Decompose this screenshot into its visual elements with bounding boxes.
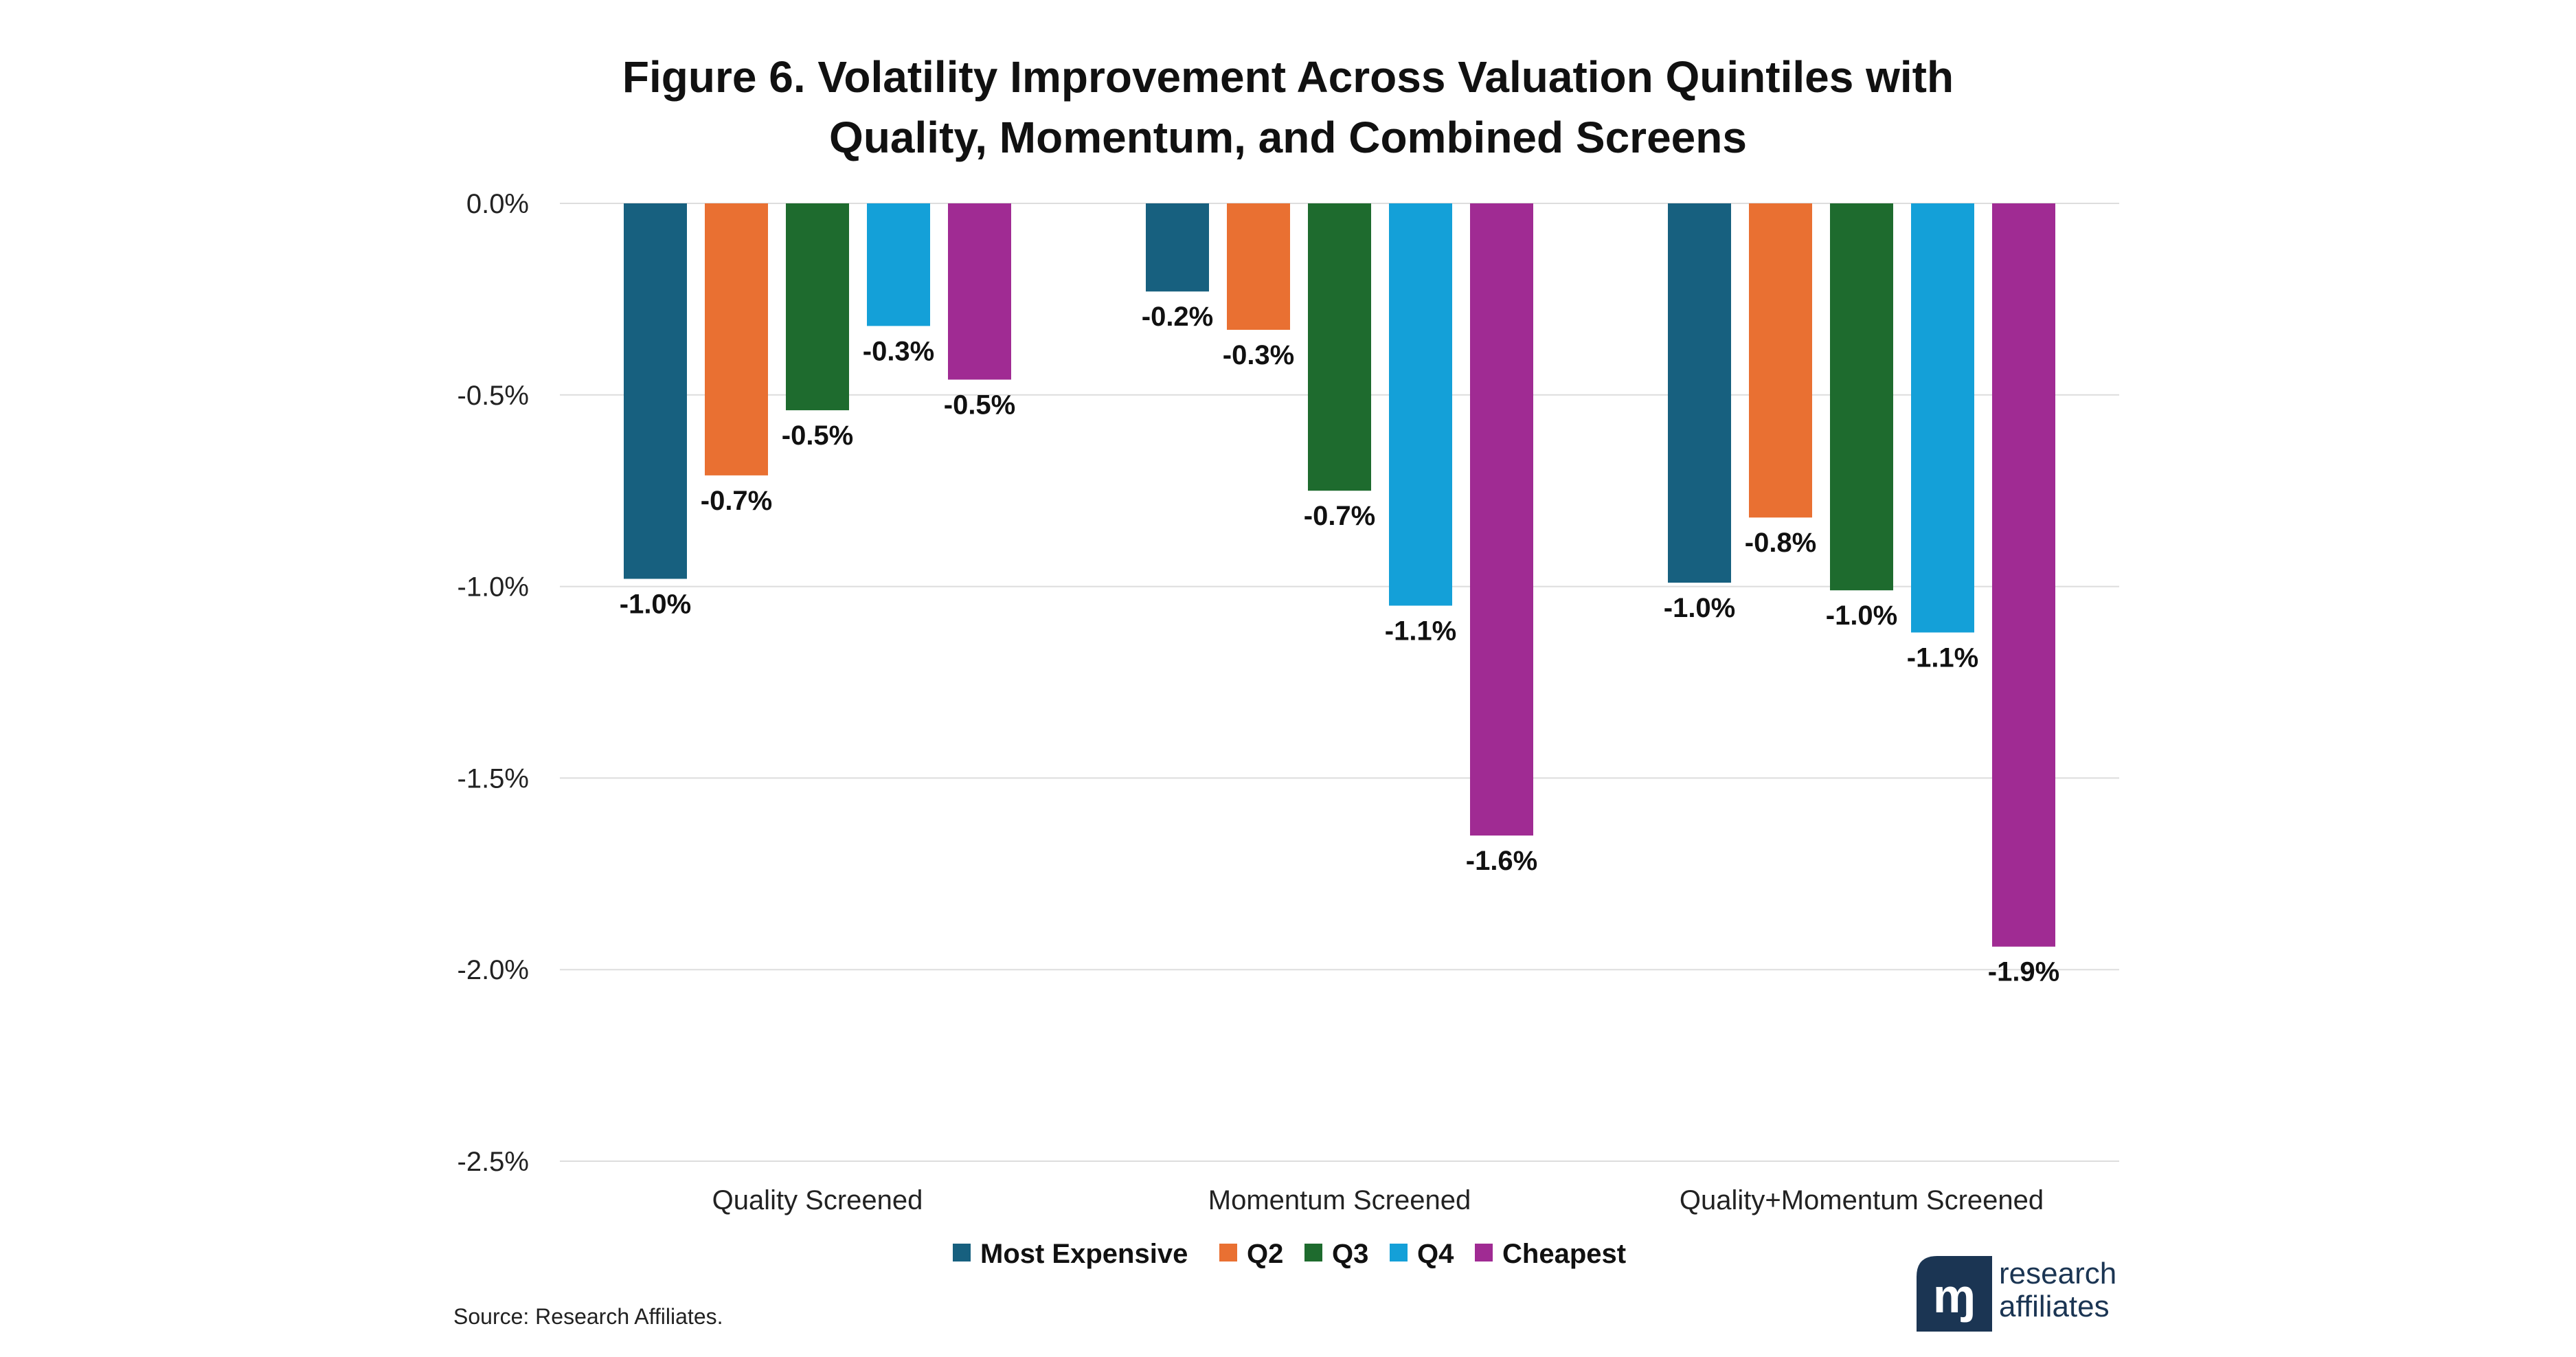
- data-label: -1.0%: [1664, 593, 1736, 623]
- logo-mark-icon: ɱ: [1917, 1256, 1992, 1332]
- bar: [1992, 203, 2055, 947]
- legend-label: Q2: [1247, 1239, 1283, 1269]
- data-label: -1.9%: [1988, 957, 2060, 987]
- bar: [1749, 203, 1812, 518]
- x-axis-ticks: Quality Screened Momentum Screened Quality…: [712, 1185, 2044, 1215]
- data-labels: -1.0% -0.7% -0.5% -0.3% -0.5% -0.2% -0.3% -0.7%…: [620, 302, 2060, 987]
- data-label: -0.3%: [1223, 340, 1295, 370]
- data-label: -0.2%: [1142, 302, 1214, 332]
- y-tick-label: 0.0%: [466, 189, 529, 219]
- chart-title: Figure 6. Volatility Improvement Across …: [0, 47, 2576, 168]
- bar: [867, 203, 930, 326]
- bar: [1227, 203, 1290, 330]
- legend-swatch: [1475, 1244, 1493, 1261]
- bar: [624, 203, 687, 579]
- bar: [1146, 203, 1209, 292]
- legend-swatch: [1390, 1244, 1408, 1261]
- legend-label: Cheapest: [1502, 1239, 1626, 1269]
- bar: [786, 203, 849, 411]
- data-label: -0.7%: [1304, 501, 1376, 531]
- data-label: -1.6%: [1466, 846, 1538, 876]
- legend-swatch: [1304, 1244, 1322, 1261]
- y-tick-label: -2.0%: [457, 955, 530, 985]
- bar: [1830, 203, 1893, 591]
- legend-swatch: [1219, 1244, 1237, 1261]
- logo-text-line-2: affiliates: [1999, 1290, 2110, 1323]
- legend-label: Q4: [1417, 1239, 1454, 1269]
- data-label: -0.5%: [782, 420, 854, 451]
- legend: Most Expensive Q2 Q3 Q4 Cheapest: [953, 1239, 1626, 1269]
- y-axis-ticks: 0.0% -0.5% -1.0% -1.5% -2.0% -2.5%: [457, 189, 530, 1177]
- legend-label: Q3: [1332, 1239, 1368, 1269]
- legend-swatch: [953, 1244, 971, 1261]
- data-label: -1.1%: [1907, 643, 1979, 673]
- bar: [1911, 203, 1974, 633]
- bar: [1389, 203, 1452, 606]
- logo-mark-glyph: ɱ: [1933, 1269, 1976, 1323]
- chart-title-line-1: Figure 6. Volatility Improvement Across …: [622, 52, 1954, 102]
- data-label: -0.3%: [863, 336, 935, 366]
- bar: [1470, 203, 1533, 836]
- data-label: -1.0%: [620, 589, 692, 619]
- y-tick-label: -1.5%: [457, 763, 530, 794]
- bar: [705, 203, 768, 475]
- y-tick-label: -0.5%: [457, 381, 530, 411]
- y-tick-label: -2.5%: [457, 1147, 530, 1177]
- legend-label: Most Expensive: [980, 1239, 1188, 1269]
- data-label: -1.1%: [1385, 616, 1457, 646]
- data-label: -1.0%: [1826, 601, 1898, 631]
- bar: [1308, 203, 1371, 491]
- bars: [624, 203, 2055, 947]
- bar: [948, 203, 1011, 380]
- logo-text-line-1: research: [1999, 1257, 2117, 1290]
- chart-title-line-2: Quality, Momentum, and Combined Screens: [829, 113, 1747, 162]
- data-label: -0.8%: [1745, 528, 1817, 558]
- x-tick-label: Momentum Screened: [1208, 1185, 1471, 1215]
- data-label: -0.7%: [701, 486, 773, 516]
- y-tick-label: -1.0%: [457, 572, 530, 603]
- x-tick-label: Quality Screened: [712, 1185, 923, 1215]
- logo-text: research affiliates: [1999, 1257, 2116, 1323]
- bar: [1668, 203, 1731, 583]
- source-note: Source: Research Affiliates.: [453, 1304, 723, 1329]
- data-label: -0.5%: [944, 390, 1016, 420]
- x-tick-label: Quality+Momentum Screened: [1680, 1185, 2044, 1215]
- research-affiliates-logo: ɱ research affiliates: [1917, 1249, 2123, 1332]
